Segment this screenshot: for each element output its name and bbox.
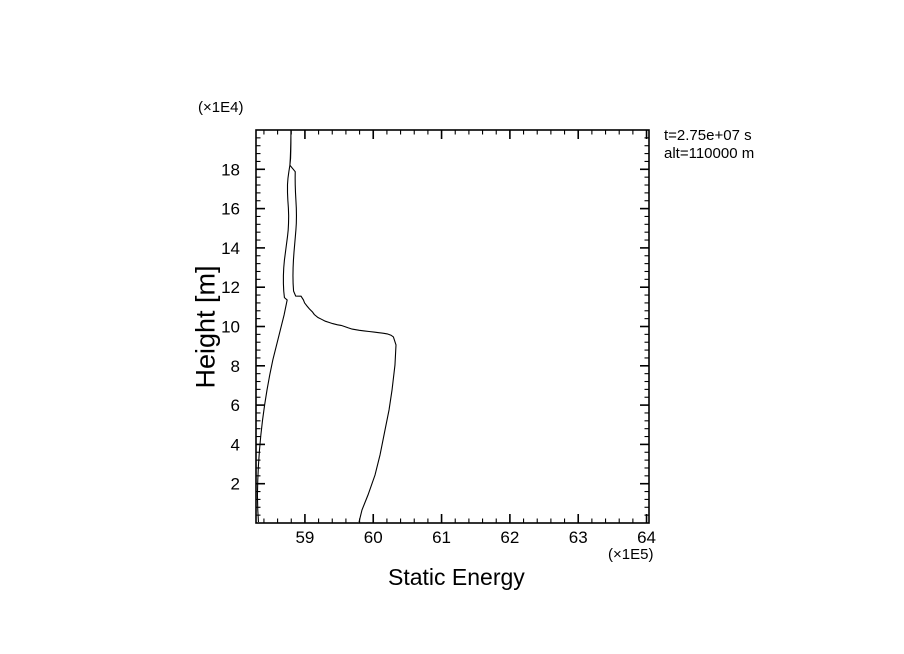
svg-text:62: 62 — [500, 528, 519, 547]
svg-text:6: 6 — [231, 396, 240, 415]
svg-text:59: 59 — [295, 528, 314, 547]
svg-text:64: 64 — [637, 528, 656, 547]
svg-text:10: 10 — [221, 318, 240, 337]
svg-text:18: 18 — [221, 160, 240, 179]
svg-text:60: 60 — [364, 528, 383, 547]
svg-text:8: 8 — [231, 357, 240, 376]
svg-text:63: 63 — [569, 528, 588, 547]
svg-text:61: 61 — [432, 528, 451, 547]
svg-text:14: 14 — [221, 239, 240, 258]
svg-text:12: 12 — [221, 278, 240, 297]
svg-text:4: 4 — [231, 435, 240, 454]
svg-text:2: 2 — [231, 475, 240, 494]
svg-text:16: 16 — [221, 200, 240, 219]
